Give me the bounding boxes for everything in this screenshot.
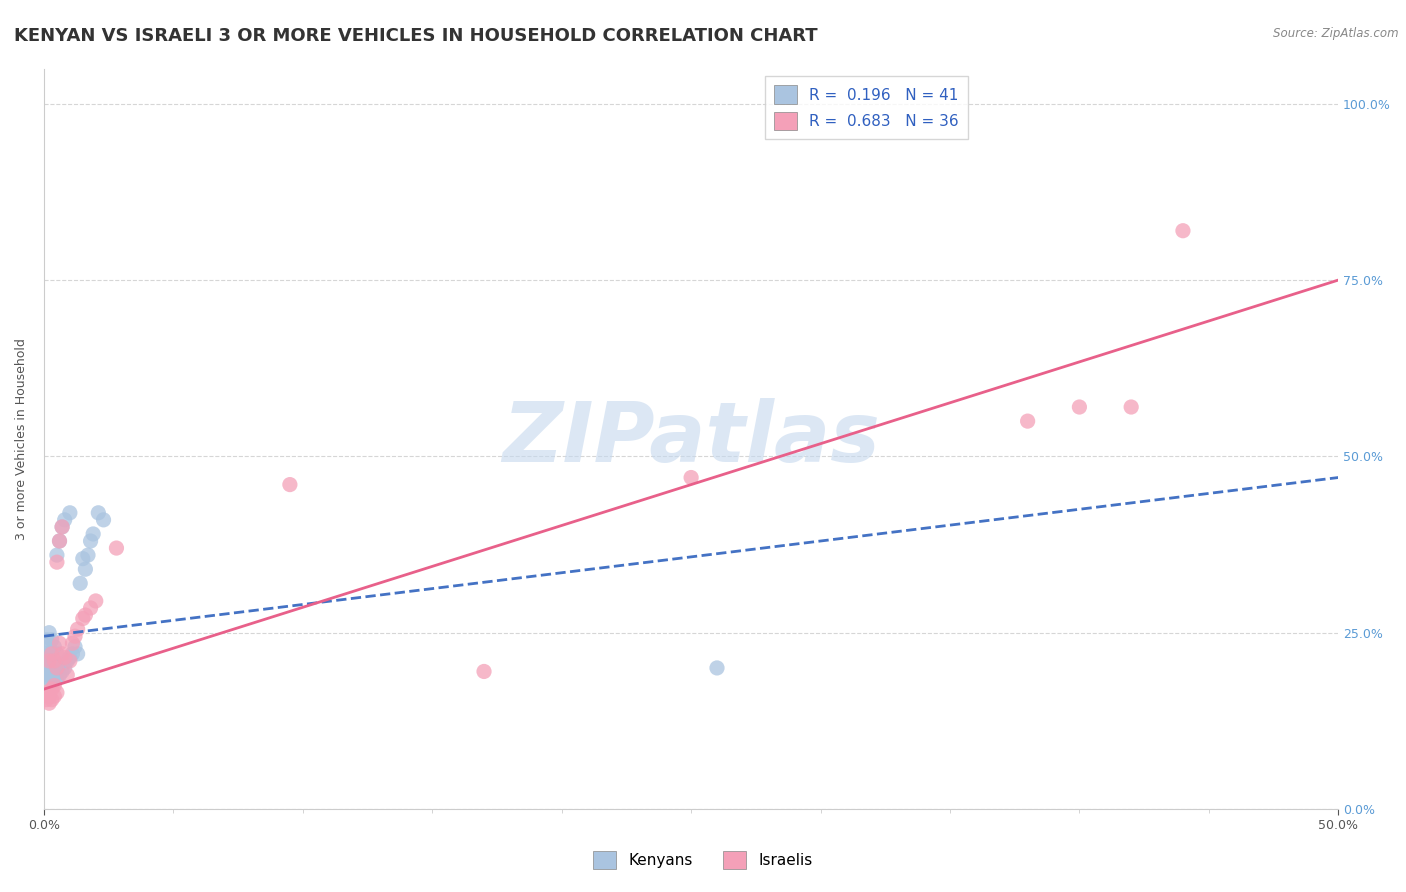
Point (44, 679, 66, 693)
Point (63, 629, 86, 643)
Point (48, 534, 70, 549)
Point (45, 555, 67, 569)
Point (87, 506, 110, 520)
Point (79, 601, 101, 615)
Point (1171, 224, 1194, 238)
Point (44, 689, 66, 703)
Point (472, 665, 495, 679)
Point (35, 668, 58, 682)
Point (278, 477, 301, 491)
Point (62, 647, 84, 661)
Point (79, 534, 101, 549)
Point (44, 654, 66, 668)
Point (41, 647, 63, 661)
Point (38, 654, 60, 668)
Point (45, 661, 67, 675)
Point (75, 562, 97, 576)
Point (66, 622, 89, 636)
Point (51, 665, 73, 679)
Point (35, 632, 58, 647)
Point (35, 685, 58, 699)
Point (48, 636, 70, 650)
Text: ZIPatlas: ZIPatlas (502, 398, 880, 479)
Point (45, 672, 67, 686)
Point (72, 551, 94, 566)
Point (1121, 400, 1143, 414)
Point (38, 672, 60, 686)
Legend: Kenyans, Israelis: Kenyans, Israelis (588, 845, 818, 875)
Point (38, 696, 60, 710)
Point (75, 608, 97, 623)
Point (59, 654, 82, 668)
Point (53, 661, 76, 675)
Point (706, 661, 728, 675)
Point (45, 548, 67, 562)
Point (41, 692, 63, 706)
Point (35, 661, 58, 675)
Point (41, 632, 63, 647)
Point (93, 513, 115, 527)
Point (681, 470, 703, 484)
Point (62, 636, 84, 650)
Text: KENYAN VS ISRAELI 3 OR MORE VEHICLES IN HOUSEHOLD CORRELATION CHART: KENYAN VS ISRAELI 3 OR MORE VEHICLES IN … (14, 27, 818, 45)
Point (59, 650, 82, 665)
Point (45, 685, 67, 699)
Point (51, 647, 73, 661)
Legend: R =  0.196   N = 41, R =  0.683   N = 36: R = 0.196 N = 41, R = 0.683 N = 36 (765, 76, 969, 139)
Point (53, 513, 76, 527)
Point (44, 654, 66, 668)
Point (66, 647, 89, 661)
Point (38, 640, 60, 654)
Point (35, 692, 58, 706)
Point (1017, 414, 1039, 428)
Point (51, 520, 73, 534)
Point (82, 527, 104, 541)
Point (84, 594, 107, 608)
Point (45, 661, 67, 675)
Point (41, 682, 63, 697)
Point (41, 675, 63, 690)
Point (59, 506, 82, 520)
Point (38, 689, 60, 703)
Point (41, 665, 63, 679)
Point (77, 548, 100, 562)
Point (56, 668, 79, 682)
Point (38, 625, 60, 640)
Point (72, 611, 94, 625)
Point (105, 541, 128, 555)
Point (41, 647, 63, 661)
Point (1069, 400, 1091, 414)
Point (63, 640, 86, 654)
Y-axis label: 3 or more Vehicles in Household: 3 or more Vehicles in Household (15, 338, 28, 540)
Point (35, 647, 58, 661)
Point (45, 647, 67, 661)
Point (69, 576, 91, 591)
Point (38, 668, 60, 682)
Point (48, 534, 70, 549)
Point (51, 520, 73, 534)
Point (53, 650, 76, 665)
Point (44, 640, 66, 654)
Text: Source: ZipAtlas.com: Source: ZipAtlas.com (1274, 27, 1399, 40)
Point (56, 654, 79, 668)
Point (38, 654, 60, 668)
Point (48, 668, 70, 682)
Point (44, 668, 66, 682)
